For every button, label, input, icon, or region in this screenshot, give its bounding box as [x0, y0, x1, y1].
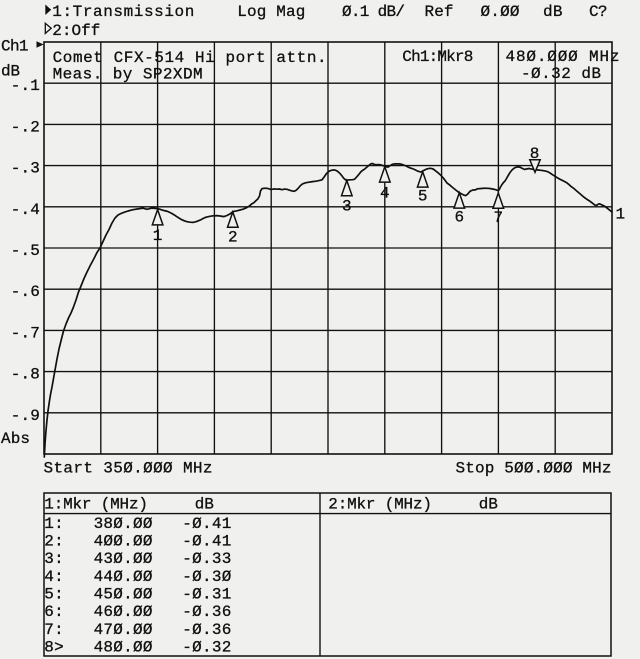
- svg-text:-.3: -.3: [11, 160, 40, 178]
- svg-text:6: 6: [454, 209, 464, 227]
- svg-text:1: 1: [153, 227, 163, 245]
- svg-text:1: 1: [616, 205, 626, 223]
- svg-text:C?: C?: [589, 3, 608, 21]
- svg-text:-.1: -.1: [11, 77, 40, 95]
- svg-text:48Ø.ØØØ MHz: 48Ø.ØØØ MHz: [506, 48, 620, 66]
- svg-text:Stop 5ØØ.ØØØ MHz: Stop 5ØØ.ØØØ MHz: [456, 460, 612, 478]
- svg-text:Ch1:Mkr8: Ch1:Mkr8: [402, 48, 473, 66]
- svg-text:6: 46Ø.ØØ -Ø.36: 6: 46Ø.ØØ -Ø.36: [44, 603, 231, 621]
- svg-text:-.9: -.9: [11, 407, 40, 425]
- svg-text:-.2: -.2: [11, 118, 40, 136]
- svg-text:-Ø.32 dB: -Ø.32 dB: [521, 65, 601, 83]
- svg-text:Start 35Ø.ØØØ MHz: Start 35Ø.ØØØ MHz: [44, 460, 213, 478]
- svg-text:5: 5: [418, 188, 428, 206]
- svg-text:-.5: -.5: [11, 242, 40, 260]
- svg-text:7: 7: [493, 209, 503, 227]
- svg-text:-.7: -.7: [11, 324, 40, 342]
- svg-text:-.8: -.8: [11, 366, 40, 384]
- svg-text:Meas. by SP2XDM: Meas. by SP2XDM: [53, 66, 203, 84]
- svg-text:dB: dB: [543, 3, 563, 21]
- svg-text:-.6: -.6: [11, 283, 40, 301]
- svg-text:Log Mag: Log Mag: [237, 3, 305, 21]
- svg-text:1:Transmission: 1:Transmission: [52, 3, 194, 21]
- svg-text:8: 8: [530, 145, 540, 163]
- svg-text:Ch1: Ch1: [1, 38, 29, 56]
- svg-text:2: 4ØØ.ØØ -Ø.41: 2: 4ØØ.ØØ -Ø.41: [44, 533, 231, 551]
- svg-text:2:Off: 2:Off: [52, 22, 100, 40]
- svg-text:4: 4: [380, 185, 390, 203]
- svg-text:-.4: -.4: [11, 201, 40, 219]
- svg-text:1:Mkr (MHz) dB: 1:Mkr (MHz) dB: [44, 495, 214, 513]
- svg-text:Ref: Ref: [425, 3, 454, 21]
- svg-text:4: 44Ø.ØØ -Ø.3Ø: 4: 44Ø.ØØ -Ø.3Ø: [44, 568, 231, 586]
- svg-text:1: 38Ø.ØØ -Ø.41: 1: 38Ø.ØØ -Ø.41: [44, 515, 231, 533]
- svg-text:Ø.1 dB/: Ø.1 dB/: [342, 3, 405, 21]
- svg-text:Abs: Abs: [1, 430, 30, 448]
- svg-text:Comet CFX-514 Hi port attn.: Comet CFX-514 Hi port attn.: [53, 49, 327, 67]
- svg-text:2: 2: [228, 229, 238, 247]
- svg-text:2:Mkr (MHz) dB: 2:Mkr (MHz) dB: [328, 495, 498, 513]
- svg-text:3: 3: [342, 198, 352, 216]
- svg-text:dB: dB: [1, 63, 20, 81]
- svg-text:8> 48Ø.ØØ -Ø.32: 8> 48Ø.ØØ -Ø.32: [44, 639, 231, 657]
- svg-text:3: 43Ø.ØØ -Ø.33: 3: 43Ø.ØØ -Ø.33: [44, 550, 231, 568]
- svg-text:5: 45Ø.ØØ -Ø.31: 5: 45Ø.ØØ -Ø.31: [44, 586, 231, 604]
- svg-text:7: 47Ø.ØØ -Ø.36: 7: 47Ø.ØØ -Ø.36: [44, 621, 231, 639]
- svg-text:Ø.ØØ: Ø.ØØ: [481, 3, 520, 21]
